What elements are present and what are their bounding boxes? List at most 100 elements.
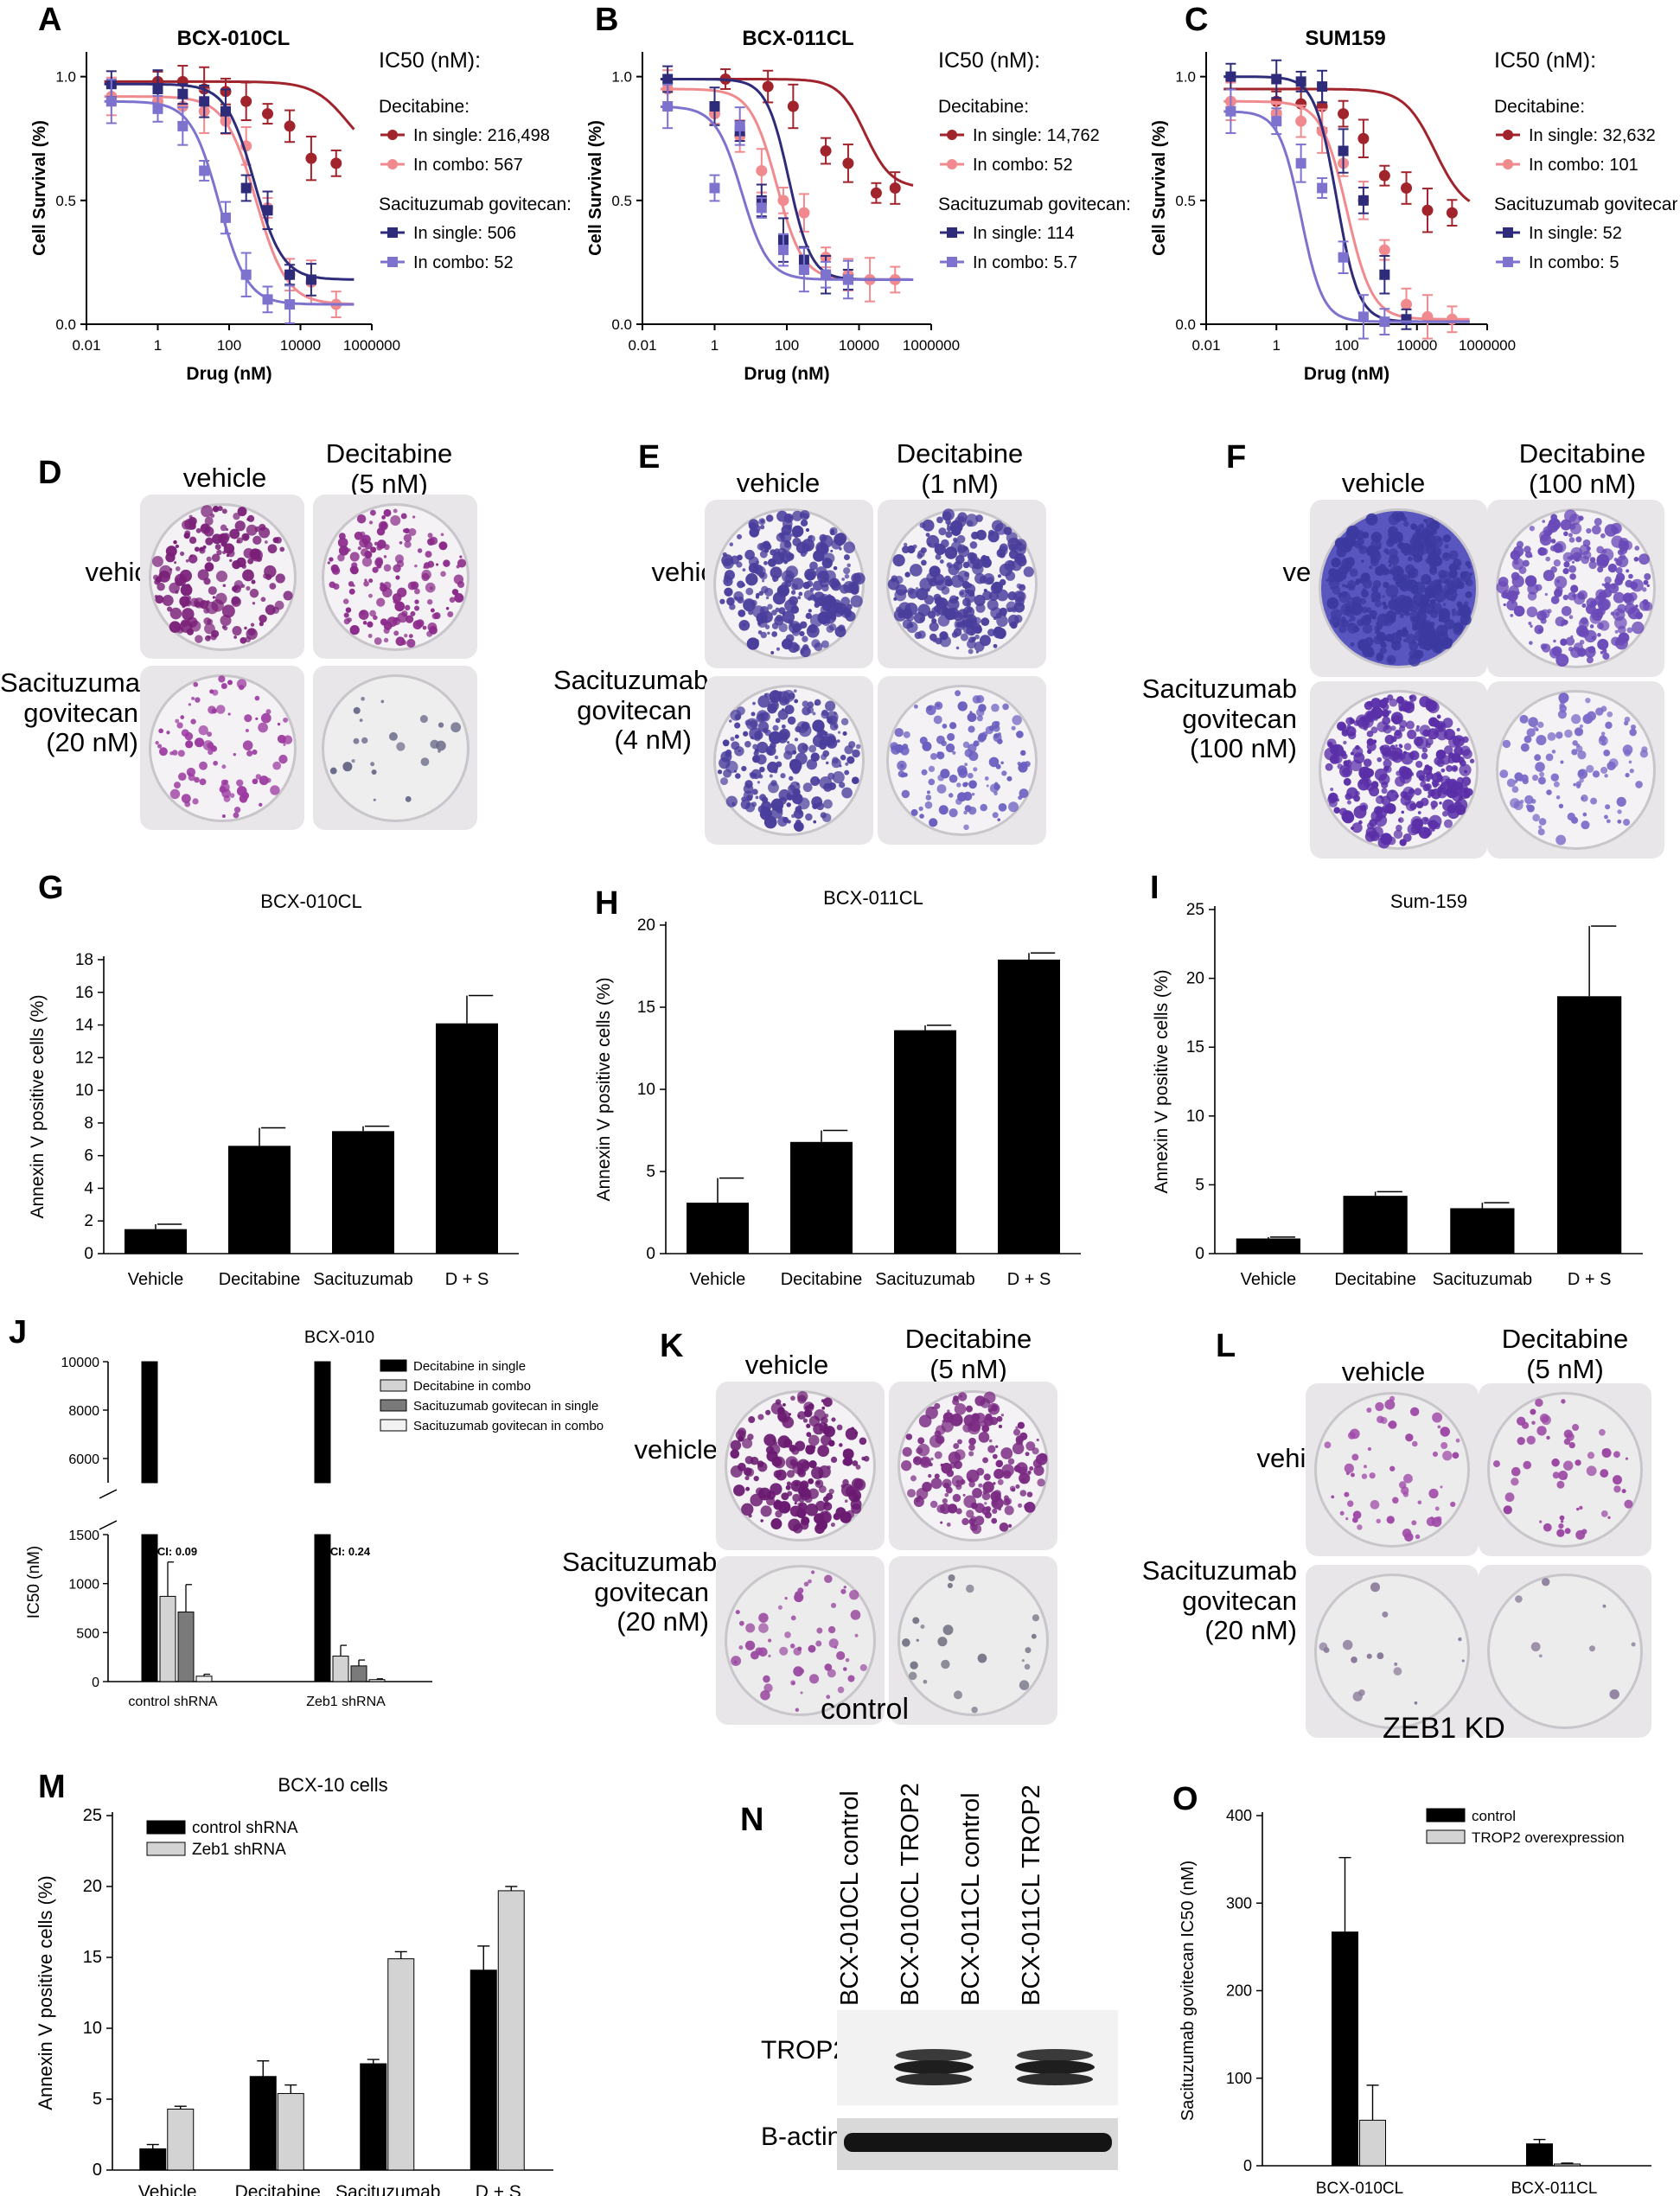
colony (1563, 561, 1570, 568)
colony (234, 520, 246, 532)
colony (1601, 583, 1605, 586)
colony (1002, 703, 1009, 711)
colony (752, 744, 758, 750)
colony (1448, 563, 1459, 572)
y-axis-label: Annexin V positive cells (%) (594, 977, 614, 1201)
colony (1405, 1433, 1414, 1442)
colony (953, 611, 963, 622)
colony (1432, 546, 1442, 557)
colony (976, 715, 983, 722)
colony (369, 610, 376, 617)
colony (1370, 782, 1379, 789)
colony (968, 751, 979, 762)
legend-swatch (146, 1842, 186, 1856)
colony (763, 693, 768, 697)
colony (768, 1638, 772, 1643)
colony (1553, 559, 1561, 567)
colony (762, 579, 765, 583)
colony (1448, 736, 1460, 748)
colony (1582, 812, 1587, 817)
colony (1019, 1490, 1027, 1497)
legend-group: Decitabine: (1494, 97, 1585, 117)
y-tick-label: 6000 (68, 1452, 99, 1467)
colony (169, 582, 180, 594)
colony-plate (716, 1382, 885, 1550)
colony (821, 813, 832, 823)
colony (1032, 1614, 1040, 1622)
colony (751, 755, 761, 763)
colony (987, 629, 995, 637)
colony (1363, 1465, 1367, 1469)
colony (846, 563, 852, 568)
colony (1602, 652, 1610, 660)
colony (1331, 557, 1341, 568)
colony (924, 801, 933, 809)
data-point (284, 120, 296, 132)
colony (1530, 1408, 1536, 1415)
colony (327, 561, 330, 565)
colony (761, 796, 769, 803)
panel-letter-g: G (38, 870, 64, 906)
colony (836, 1650, 846, 1661)
lane-labels: BCX-010CL control BCX-010CL TROP2 BCX-01… (830, 1783, 1141, 2006)
colony (229, 559, 233, 563)
colony (779, 1646, 789, 1656)
colony (1579, 1505, 1583, 1510)
colony (1366, 749, 1372, 755)
colony (1429, 598, 1436, 605)
colony (1561, 605, 1572, 616)
colony (968, 1451, 974, 1457)
colony (1545, 753, 1554, 762)
colony (902, 546, 910, 554)
colony (414, 564, 418, 568)
colony (947, 521, 951, 526)
colony (1560, 1520, 1564, 1523)
colony (851, 572, 862, 584)
colony (184, 731, 194, 741)
colony (410, 581, 419, 590)
colony (971, 1523, 982, 1535)
colony (734, 596, 738, 600)
colony (966, 1405, 973, 1413)
colony (757, 617, 768, 628)
colony (1532, 814, 1541, 822)
colony (730, 737, 735, 742)
chart-title: BCX-011CL (823, 887, 923, 909)
colony (259, 776, 269, 786)
legend-swatch (146, 1820, 186, 1835)
colony (192, 798, 199, 805)
colony (1425, 737, 1434, 746)
colony (193, 681, 199, 687)
y-tick-label: 10 (1186, 1108, 1204, 1126)
colony (780, 773, 786, 779)
data-point (787, 100, 799, 112)
colony (1388, 560, 1391, 564)
colony (1396, 536, 1402, 543)
colony (1613, 1475, 1622, 1485)
colony (1377, 1652, 1384, 1660)
colony (1442, 603, 1447, 606)
colony (1400, 701, 1411, 712)
colony (1463, 601, 1469, 606)
bar (470, 1969, 497, 2171)
colony (1571, 714, 1581, 725)
colony (768, 1654, 771, 1658)
data-point (152, 103, 163, 114)
colony (1580, 616, 1588, 625)
colony (1541, 643, 1551, 653)
data-point (177, 120, 188, 131)
colony (1611, 535, 1624, 548)
bar (1236, 1238, 1300, 1254)
colony (243, 534, 249, 539)
y-tick-label: 25 (1186, 901, 1204, 919)
colony (1541, 1578, 1550, 1586)
colony (1408, 654, 1421, 667)
colony (342, 598, 349, 604)
colony (283, 590, 293, 601)
colony (771, 575, 779, 582)
colony (921, 1457, 930, 1466)
bar (368, 1679, 386, 1682)
colony (1404, 1532, 1414, 1542)
